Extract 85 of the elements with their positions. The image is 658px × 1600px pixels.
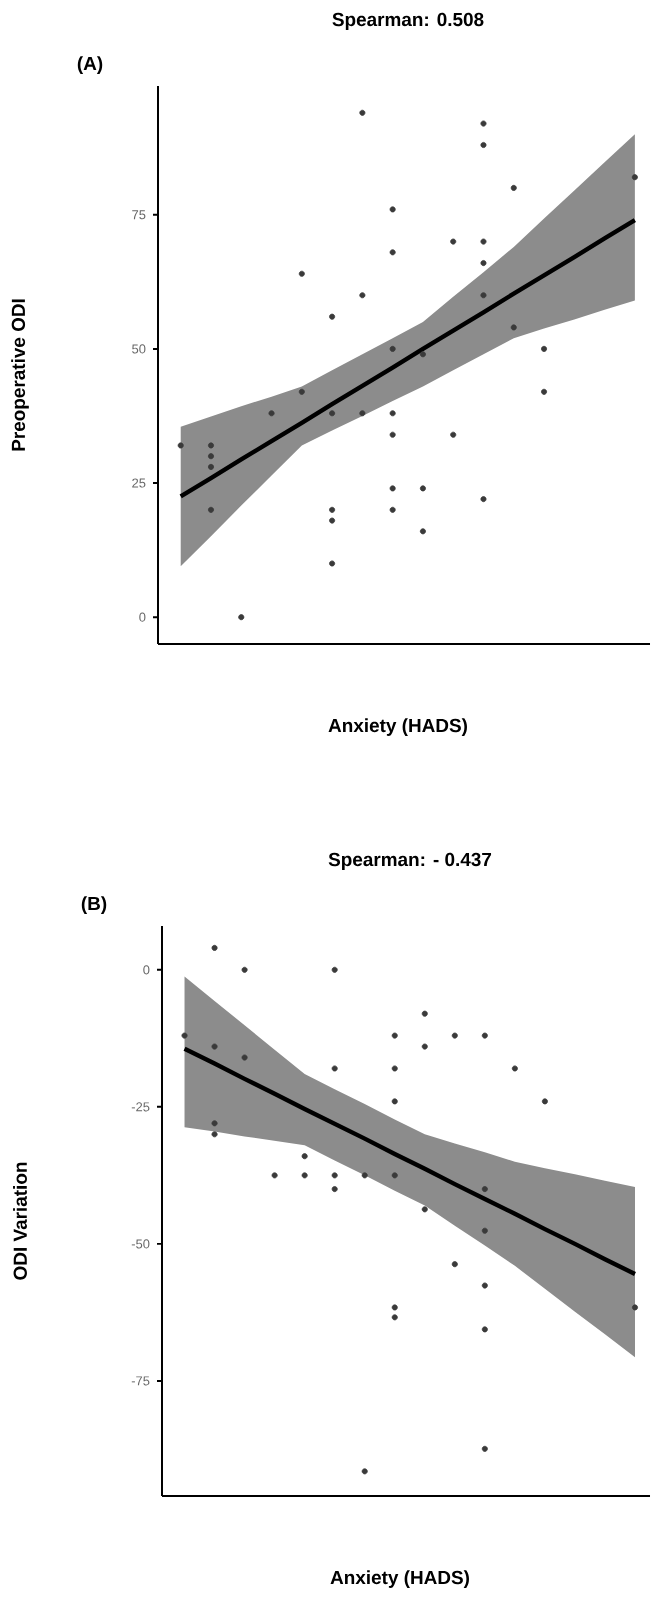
point: [389, 249, 396, 256]
point: [419, 528, 426, 535]
point: [389, 431, 396, 438]
point: [541, 388, 548, 395]
point: [211, 1120, 218, 1127]
point: [480, 120, 487, 127]
point: [207, 453, 214, 460]
chart-title: Spearman: 0.508: [332, 12, 484, 30]
point: [481, 1227, 488, 1234]
point: [298, 388, 305, 395]
x-axis-title: Anxiety (HADS): [328, 718, 467, 736]
y-axis-title: Preoperative ODI: [11, 299, 29, 451]
point: [631, 1304, 638, 1311]
point: [329, 410, 336, 417]
point: [331, 1065, 338, 1072]
point: [329, 313, 336, 320]
point: [511, 1065, 518, 1072]
point: [361, 1172, 368, 1179]
line-series: [178, 217, 638, 499]
point: [389, 506, 396, 513]
point: [541, 1098, 548, 1105]
x-axis-title: Anxiety (HADS): [330, 1570, 469, 1588]
point: [361, 1468, 368, 1475]
text: (B): [81, 896, 107, 914]
point: [389, 410, 396, 417]
point: [391, 1314, 398, 1321]
point: [480, 496, 487, 503]
point: [480, 142, 487, 149]
point: [421, 1206, 428, 1213]
point: [480, 238, 487, 245]
point: [329, 506, 336, 513]
text: (A): [77, 56, 103, 74]
point: [419, 351, 426, 358]
point: [389, 345, 396, 352]
point: [480, 260, 487, 267]
point: [329, 517, 336, 524]
point: [301, 1153, 308, 1160]
point: [268, 410, 275, 417]
point: [359, 109, 366, 116]
point: [481, 1032, 488, 1039]
y-axis-title: ODI Variation: [13, 1162, 27, 1280]
point: [211, 1043, 218, 1050]
point: [389, 206, 396, 213]
point: [207, 463, 214, 470]
point: [510, 184, 517, 191]
point: [301, 1172, 308, 1179]
point: [331, 1186, 338, 1193]
point: [389, 485, 396, 492]
point: [391, 1098, 398, 1105]
point: [451, 1032, 458, 1039]
point: [421, 1010, 428, 1017]
point: [211, 1131, 218, 1138]
point: [207, 506, 214, 513]
point: [177, 442, 184, 449]
point: [481, 1326, 488, 1333]
point: [481, 1186, 488, 1193]
point: [450, 431, 457, 438]
chart-title: Spearman: - 0.437: [328, 852, 492, 870]
point: [481, 1445, 488, 1452]
point: [480, 292, 487, 299]
point: [241, 1054, 248, 1061]
point: [331, 966, 338, 973]
point: [298, 270, 305, 277]
point: [207, 442, 214, 449]
point: [391, 1304, 398, 1311]
point: [541, 345, 548, 352]
point: [391, 1172, 398, 1179]
point: [419, 485, 426, 492]
point: [421, 1043, 428, 1050]
point: [510, 324, 517, 331]
point: [241, 966, 248, 973]
point: [271, 1172, 278, 1179]
point: [329, 560, 336, 567]
point: [238, 614, 245, 621]
point: [481, 1282, 488, 1289]
point: [359, 410, 366, 417]
point: [450, 238, 457, 245]
point: [211, 944, 218, 951]
point: [391, 1065, 398, 1072]
point: [359, 292, 366, 299]
point: [331, 1172, 338, 1179]
point: [391, 1032, 398, 1039]
point: [631, 174, 638, 181]
point: [451, 1261, 458, 1268]
point: [181, 1032, 188, 1039]
